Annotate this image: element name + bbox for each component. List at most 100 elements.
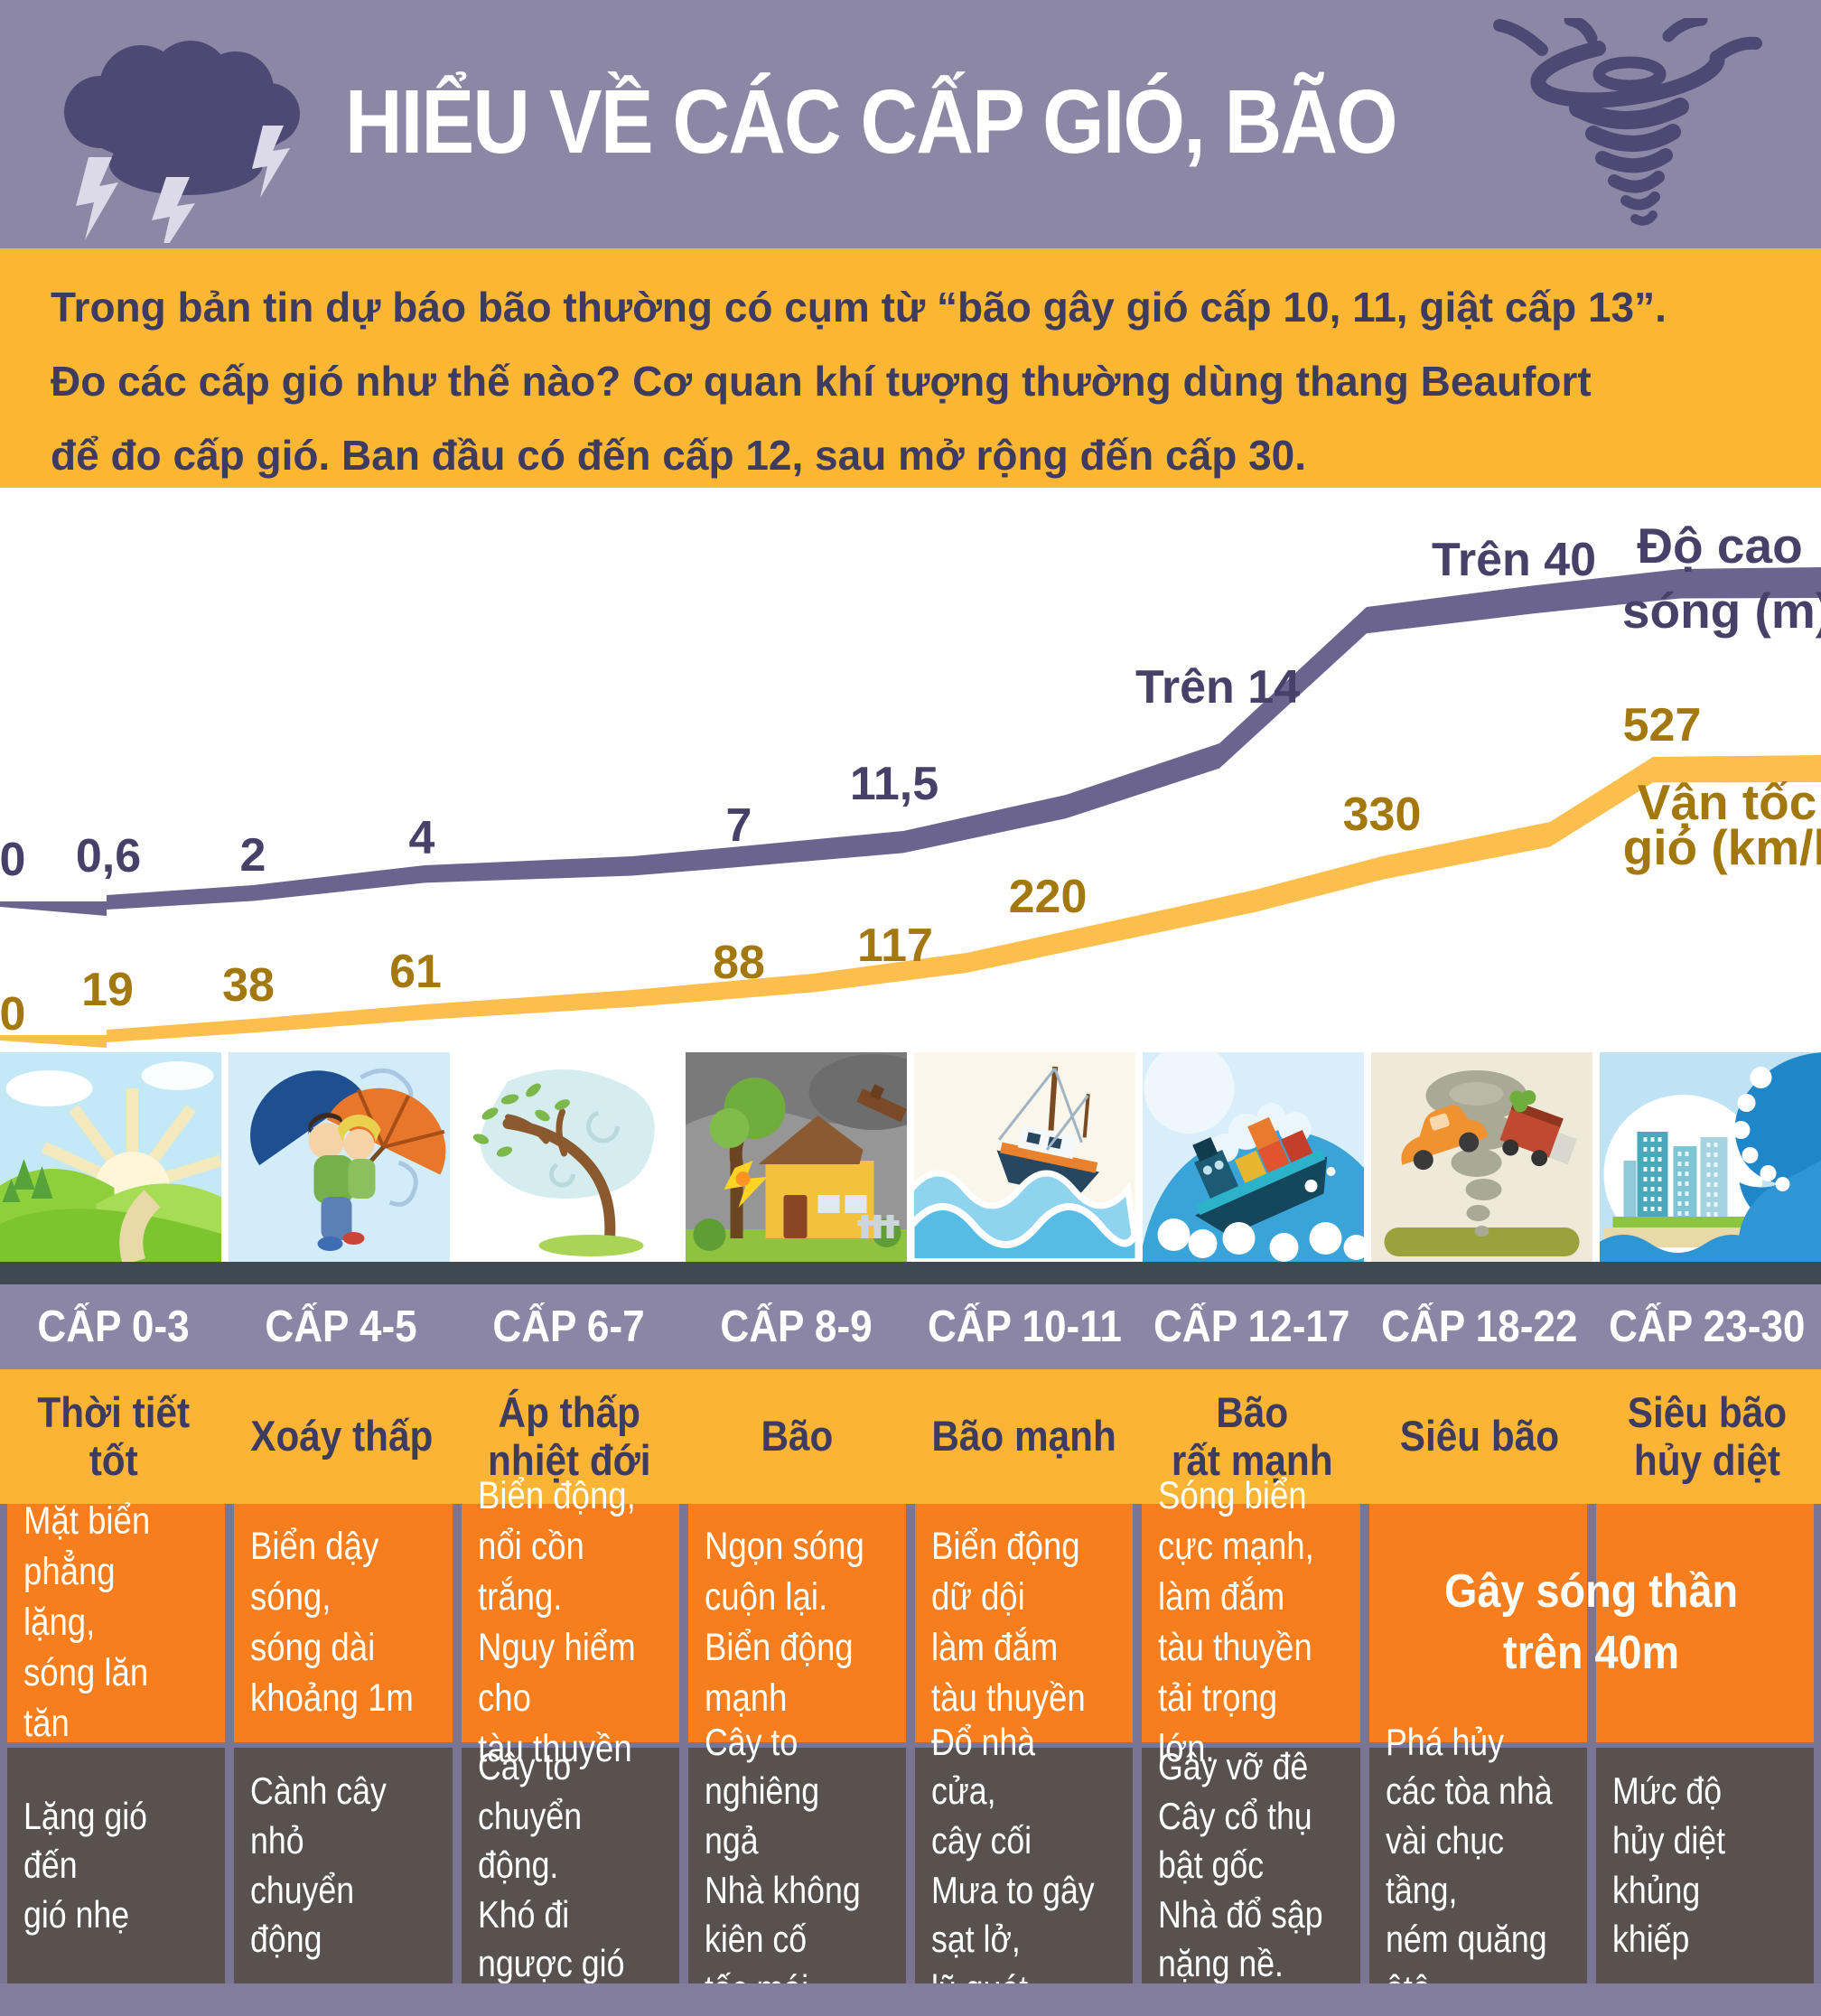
storm-name-label: Siêu bão: [1399, 1412, 1560, 1461]
sea-effect-merged-cell-text: Gây sóng thần trên 40m: [1444, 1565, 1739, 1679]
illustration-bending-tree: [457, 1052, 678, 1262]
level-badge-label: CẤP 4-5: [265, 1302, 418, 1351]
intro-line: Đo các cấp gió như thế nào? Cơ quan khí …: [51, 358, 1592, 405]
level-badge-label: CẤP 6-7: [492, 1302, 646, 1351]
land-effect-cell-text: Lặng gió đến gió nhẹ: [23, 1794, 147, 1936]
sea-effect-cell-text: Biển động dữ dội làm đắm tàu thuyền: [931, 1525, 1086, 1720]
sea-effect-cell: Biển dậy sóng, sóng dài khoảng 1m: [234, 1504, 453, 1742]
level-badge: CẤP 18-22: [1366, 1284, 1593, 1369]
level-badge-label: CẤP 18-22: [1381, 1302, 1578, 1351]
intro-banner: Trong bản tin dự báo bão thường có cụm t…: [0, 248, 1821, 488]
illustration-boat-on-waves: [914, 1052, 1135, 1262]
land-effect-cell: Lặng gió đến gió nhẹ: [7, 1748, 226, 1983]
land-effect-cell: Gây vỡ đê Cây cổ thụ bật gốc Nhà đổ sập …: [1142, 1745, 1360, 1984]
chart-point-label: 19: [81, 964, 134, 1016]
chart-point-label: 11,5: [849, 758, 939, 810]
sea-effect-cell-text: Biển động, nổi cồn trắng. Nguy hiểm cho …: [477, 1474, 636, 1770]
footer-strip: [0, 1983, 1821, 2016]
chart-point-label: 0: [0, 834, 26, 886]
level-badge-label: CẤP 10-11: [927, 1302, 1122, 1351]
illustration-sinking-ship: [1143, 1052, 1364, 1262]
land-effect-cell: Đổ nhà cửa, cây cối Mưa to gây sạt lở, l…: [915, 1721, 1134, 2010]
intro-line: Trong bản tin dự báo bão thường có cụm t…: [51, 284, 1667, 331]
chart-point-label: 4: [408, 812, 435, 864]
illustration-sunny-meadow: [0, 1052, 221, 1262]
storm-name: Bão rất mạnh: [1138, 1369, 1366, 1504]
land-effect-cell-text: Cành cây nhỏ chuyển động: [250, 1769, 388, 1961]
land-effect-cell-text: Gây vỡ đê Cây cổ thụ bật gốc Nhà đổ sập …: [1158, 1745, 1323, 1985]
tornado-icon: [1492, 14, 1763, 235]
chart-axis-label: Vận tốc: [1637, 774, 1817, 830]
level-badge-label: CẤP 23-30: [1609, 1302, 1806, 1351]
storm-name-label: Siêu bão hủy diệt: [1627, 1387, 1788, 1484]
storm-name-label: Bão: [761, 1412, 833, 1461]
sea-effect-cell: Ngọn sóng cuộn lại. Biển động mạnh: [687, 1504, 906, 1742]
storm-name: Bão: [683, 1369, 910, 1504]
level-badge: CẤP 4-5: [228, 1284, 455, 1369]
level-badge-label: CẤP 0-3: [37, 1302, 191, 1351]
land-effect-cell: Phá hủy các tòa nhà vài chục tầng, ném q…: [1368, 1721, 1587, 2010]
level-badge-label: CẤP 8-9: [720, 1302, 873, 1351]
storm-name-label: Áp thấp nhiệt đới: [487, 1387, 651, 1484]
storm-names-row: Thời tiết tốt Xoáy thấp Áp thấp nhiệt đới B…: [0, 1369, 1821, 1504]
land-effect-cell-text: Phá hủy các tòa nhà vài chục tầng, ném q…: [1385, 1720, 1553, 2010]
illustration-windy-umbrellas: [229, 1052, 450, 1262]
chart-point-label: Trên 40: [1431, 534, 1597, 586]
chart-point-label: 220: [1008, 871, 1088, 923]
chart-point-label: 527: [1622, 699, 1702, 751]
chart-point-label: 2: [239, 829, 266, 882]
level-badge: CẤP 8-9: [683, 1284, 910, 1369]
level-badge: CẤP 0-3: [0, 1284, 228, 1369]
level-badge-label: CẤP 12-17: [1153, 1302, 1350, 1351]
storm-name: Siêu bão: [1366, 1369, 1593, 1504]
chart-point-label: 88: [713, 937, 765, 989]
storm-name: Siêu bão hủy diệt: [1593, 1369, 1821, 1504]
land-effect-cell: Mức độ hủy diệt khủng khiếp: [1595, 1748, 1814, 1983]
level-badge: CẤP 12-17: [1138, 1284, 1366, 1369]
sea-effect-cell-text: Biển dậy sóng, sóng dài khoảng 1m: [250, 1525, 415, 1720]
sea-effect-cell: Mặt biển phẳng lặng, sóng lăn tăn: [7, 1499, 226, 1745]
chart-axis-label: sóng (m): [1621, 583, 1821, 639]
level-badge: CẤP 23-30: [1593, 1284, 1821, 1369]
chart-point-label: Trên 14: [1135, 661, 1301, 714]
level-badge: CẤP 10-11: [910, 1284, 1138, 1369]
chart-point-label: 61: [389, 946, 442, 998]
sea-effect-cell-text: Ngọn sóng cuộn lại. Biển động mạnh: [704, 1525, 864, 1720]
effects-table: Mặt biển phẳng lặng, sóng lăn tăn Biển dậ…: [0, 1474, 1821, 2010]
header: HIỂU VỀ CÁC CẤP GIÓ, BÃO: [0, 0, 1821, 257]
sea-effect-merged-cell: Gây sóng thần trên 40m: [1368, 1504, 1814, 1742]
storm-name: Áp thấp nhiệt đới: [455, 1369, 683, 1504]
merged-cell-divider: [1586, 1504, 1596, 1742]
storm-name-label: Bão mạnh: [931, 1412, 1117, 1461]
illustrations-row: [0, 1052, 1821, 1262]
storm-name-label: Thời tiết tốt: [37, 1387, 191, 1484]
page-title: HIỂU VỀ CÁC CẤP GIÓ, BÃO: [345, 71, 1398, 173]
illustration-tornado-car: [1371, 1052, 1592, 1262]
land-effect-cell-text: Cây to nghiêng ngả Nhà không kiên cố tốc…: [704, 1720, 861, 2010]
illustration-tsunami-city: [1600, 1052, 1821, 1262]
storm-name: Thời tiết tốt: [0, 1369, 228, 1504]
sea-effect-cell: Biển động dữ dội làm đắm tàu thuyền: [915, 1504, 1134, 1742]
sea-effect-cell: Biển động, nổi cồn trắng. Nguy hiểm cho …: [461, 1474, 679, 1770]
illustration-damaged-house: [686, 1052, 907, 1262]
sea-effect-cell-text: Mặt biển phẳng lặng, sóng lăn tăn: [23, 1499, 151, 1745]
chart-point-label: 38: [222, 959, 275, 1012]
storm-name: Bão mạnh: [910, 1369, 1138, 1504]
level-badge: CẤP 6-7: [455, 1284, 683, 1369]
sea-effect-cell-text: Sóng biển cực mạnh, làm đắm tàu thuyền t…: [1158, 1474, 1315, 1770]
land-effect-cell-text: Cây to chuyển động. Khó đi ngược gió: [477, 1745, 624, 1985]
level-band: CẤP 0-3 CẤP 4-5 CẤP 6-7 CẤP 8-9 CẤP 10-11 CẤP…: [0, 1284, 1821, 1369]
storm-name-label: Xoáy thấp: [249, 1412, 434, 1461]
divider-strip: [0, 1262, 1821, 1284]
land-effect-cell: Cây to nghiêng ngả Nhà không kiên cố tốc…: [687, 1721, 906, 2010]
chart-point-label: 330: [1342, 789, 1422, 841]
wind-scale-chart: 0 0,6 2 4 7 11,5 Trên 14 Trên 40 Độ cao sóng (m) 0…: [0, 488, 1821, 1052]
chart-lines: [0, 567, 1821, 1048]
chart-point-label: 7: [725, 799, 752, 852]
storm-name: Xoáy thấp: [228, 1369, 455, 1504]
land-effect-cell: Cây to chuyển động. Khó đi ngược gió: [461, 1745, 679, 1984]
chart-axis-label: Độ cao: [1637, 518, 1803, 574]
chart-point-label: 0: [0, 988, 26, 1041]
land-effect-cell: Cành cây nhỏ chuyển động: [234, 1748, 453, 1983]
